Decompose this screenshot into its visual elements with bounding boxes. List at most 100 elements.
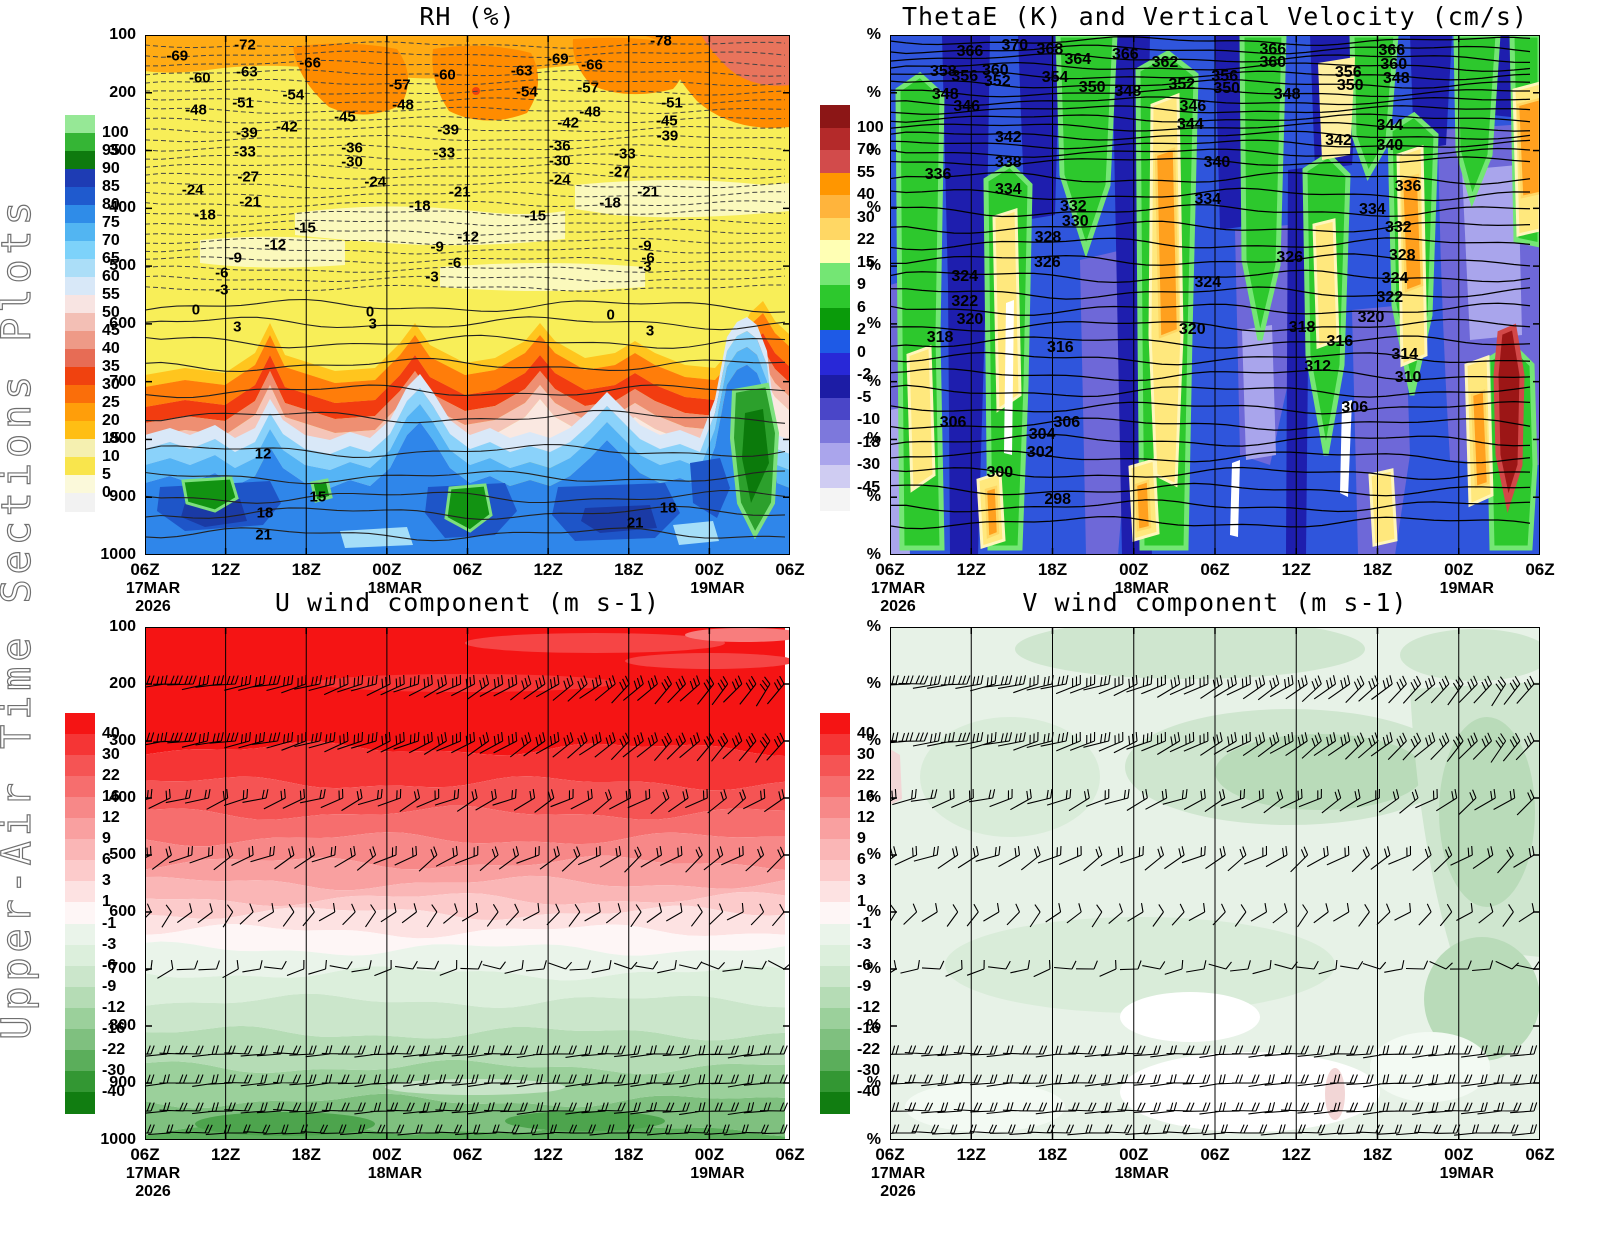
y-axis-label: 900 bbox=[109, 1074, 136, 1091]
temperature-contour-dashed bbox=[145, 256, 786, 264]
colorbar-value: 12 bbox=[857, 809, 875, 827]
y-axis-label: 500 bbox=[109, 257, 136, 275]
colorbar-swatch bbox=[820, 127, 850, 151]
time-tick-label: 00Z bbox=[1444, 560, 1474, 579]
y-axis-label: 600 bbox=[109, 314, 136, 332]
temperature-contour bbox=[145, 505, 786, 520]
thetae-contour bbox=[890, 302, 1531, 316]
colorbar-swatch bbox=[820, 442, 850, 466]
colorbar-swatch bbox=[65, 776, 95, 798]
colorbar-swatch bbox=[65, 1028, 95, 1051]
colorbar-value: 40 bbox=[857, 725, 875, 743]
plot-rh bbox=[145, 35, 790, 555]
time-tick-label: 12Z bbox=[533, 560, 563, 579]
time-tick-label: 00Z bbox=[372, 1145, 402, 1164]
u-band bbox=[145, 855, 785, 891]
colorbar-value: 60 bbox=[102, 268, 120, 285]
colorbar-value: 85 bbox=[102, 178, 120, 195]
y-axis-label: % bbox=[866, 732, 881, 749]
wind-barbs-row bbox=[890, 1124, 1538, 1136]
colorbar-value: 40 bbox=[102, 340, 120, 357]
thetae-contour bbox=[890, 78, 1531, 89]
thetae-contour bbox=[890, 220, 1531, 234]
side-title-text: Upper-Air Time Sections Plots bbox=[0, 196, 40, 1039]
colorbar-swatch bbox=[820, 375, 850, 399]
colorbar-value: 10 bbox=[102, 448, 120, 465]
colorbar-value: 6 bbox=[102, 851, 111, 869]
colorbar-value: 30 bbox=[857, 208, 875, 226]
colorbar-swatch bbox=[65, 439, 95, 458]
time-tick-label: 18Z bbox=[291, 1145, 321, 1164]
wind-barbs-row bbox=[890, 788, 1535, 816]
colorbar-value: 9 bbox=[857, 830, 866, 848]
y-axis-label: 200 bbox=[109, 675, 136, 692]
colorbar-swatch bbox=[65, 944, 95, 967]
temperature-contour-dashed bbox=[145, 88, 786, 96]
time-tick-label: 18Z bbox=[1037, 560, 1068, 579]
date-label: 17MAR bbox=[870, 1165, 926, 1182]
colorbar-swatch bbox=[65, 115, 95, 134]
y-axis-label: % bbox=[866, 257, 881, 275]
colorbar-value: 35 bbox=[102, 358, 120, 375]
u-band bbox=[145, 966, 785, 1008]
colorbar-value: 0 bbox=[857, 343, 866, 361]
y-axis-label: 1000 bbox=[100, 1131, 136, 1148]
wind-barbs-row bbox=[145, 1045, 788, 1059]
colorbar-swatch bbox=[820, 1007, 850, 1030]
thetae-contour bbox=[890, 44, 1531, 55]
y-axis-label: % bbox=[866, 1017, 881, 1034]
colorbar-swatch bbox=[820, 818, 850, 840]
temperature-contour-dashed bbox=[145, 247, 786, 255]
colorbar-value: 55 bbox=[102, 286, 120, 303]
v-wind-barbs bbox=[890, 674, 1540, 1136]
rh-temperature-contours bbox=[145, 41, 786, 542]
colorbar-value: -3 bbox=[857, 935, 872, 953]
colorbar-swatch bbox=[65, 313, 95, 332]
time-tick-label: 18Z bbox=[614, 1145, 644, 1164]
temperature-contour bbox=[145, 470, 786, 485]
colorbar-swatch bbox=[65, 277, 95, 296]
colorbar-swatch bbox=[820, 397, 850, 421]
colorbar-swatch bbox=[820, 465, 850, 489]
thetae-grid bbox=[890, 35, 1540, 555]
temperature-contour-dashed bbox=[145, 162, 786, 171]
colorbar-value: -9 bbox=[102, 977, 117, 995]
wind-barbs-row bbox=[145, 1124, 788, 1136]
colorbar-swatch bbox=[65, 713, 95, 735]
temperature-contour-dashed bbox=[145, 50, 786, 59]
colorbar-swatch bbox=[820, 965, 850, 988]
plot-thetae bbox=[890, 35, 1540, 555]
colorbar-swatch bbox=[820, 776, 850, 798]
time-tick-label: 00Z bbox=[1444, 1145, 1474, 1164]
y-axis-label: 700 bbox=[109, 960, 136, 977]
panel-rh: RH (%) 100 95 90 85 80 75 70 65 60 55 50 45 40 35 30 25… bbox=[60, 0, 805, 625]
time-tick-label: 12Z bbox=[956, 560, 986, 579]
colorbar-value: 9 bbox=[102, 830, 111, 848]
colorbar-value: 40 bbox=[857, 186, 875, 203]
colorbar-v: 40 30 22 16 12 9 6 3 1 -1 -3 -6 -9 -12 -16 -22 -30 -40 bbox=[820, 713, 880, 1114]
colorbar-swatch bbox=[820, 172, 850, 196]
time-tick-label: 00Z bbox=[694, 1145, 725, 1164]
y-axis-label: % bbox=[866, 1131, 881, 1148]
thetae-contour bbox=[890, 203, 1531, 218]
colorbar-u: 40 30 22 16 12 9 6 3 1 -1 -3 -6 -9 -12 -16 -22 -30 -40 bbox=[65, 713, 125, 1114]
y-axis-label: 300 bbox=[109, 732, 136, 749]
thetae-contour bbox=[890, 515, 1531, 530]
u-band bbox=[145, 832, 785, 870]
colorbar-swatch bbox=[820, 923, 850, 946]
thetae-contour bbox=[890, 130, 1531, 141]
colorbar-value: 9 bbox=[857, 276, 866, 293]
colorbar-swatch bbox=[65, 1091, 95, 1114]
y-axis-label: 300 bbox=[109, 141, 136, 159]
colorbar-swatch bbox=[820, 352, 850, 376]
thetae-contour bbox=[890, 450, 1531, 464]
thetae-contour bbox=[890, 482, 1531, 497]
time-tick-label: 12Z bbox=[1281, 1145, 1311, 1164]
temperature-contour-dashed bbox=[145, 284, 785, 292]
colorbar-swatch bbox=[820, 217, 850, 241]
colorbar-value: -5 bbox=[857, 388, 872, 406]
time-tick-label: 18Z bbox=[614, 560, 644, 579]
thetae-contour bbox=[890, 286, 1531, 300]
u-band bbox=[145, 993, 785, 1041]
